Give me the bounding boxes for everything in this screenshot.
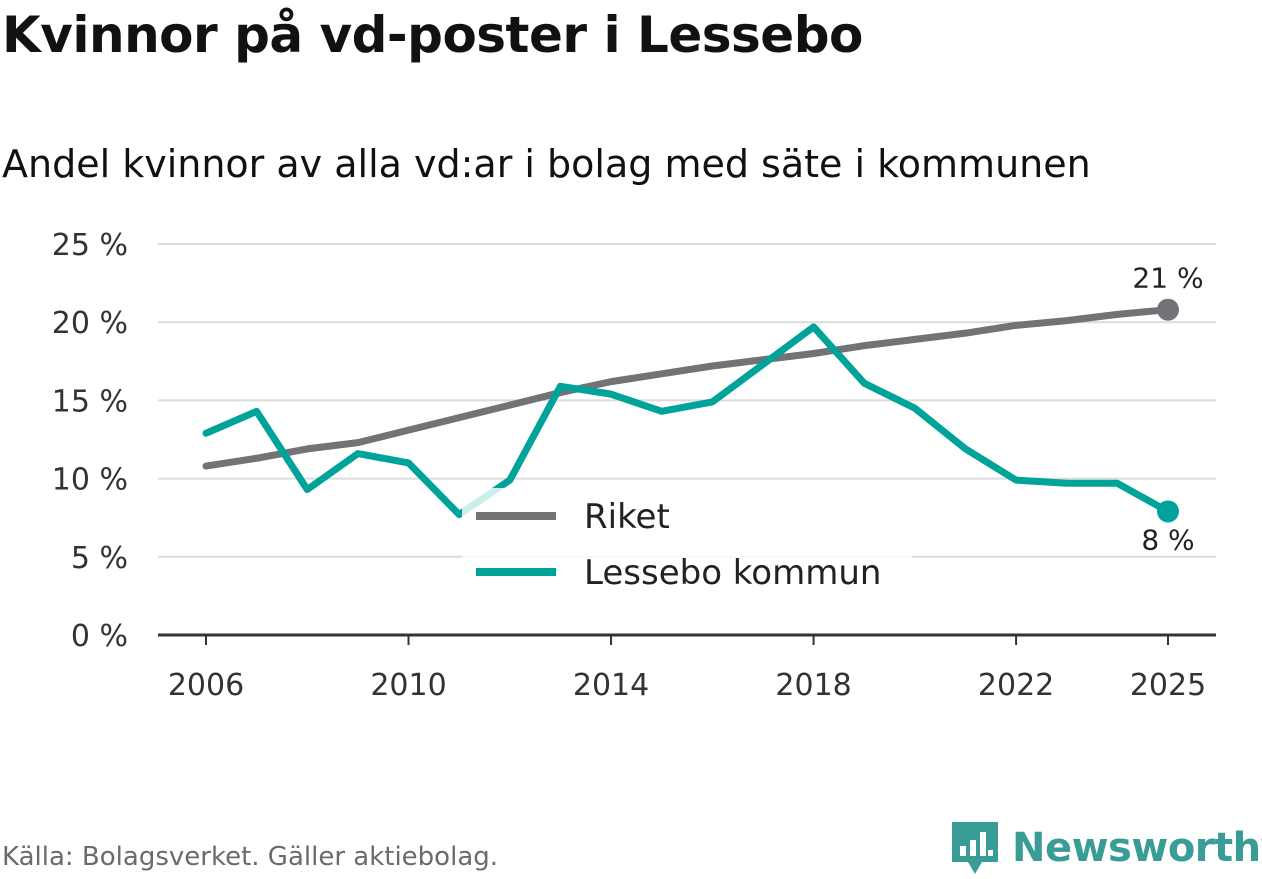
series-endpoint-0 (1157, 298, 1179, 321)
chart-subtitle: Andel kvinnor av alla vd:ar i bolag med … (2, 142, 1091, 186)
line-chart: 0 % 5 % 10 % 15 % 20 % 25 % 2006 2010 2014 2018 20… (52, 228, 1216, 703)
brand-name: Newsworthy (1012, 825, 1262, 871)
series-line-1 (202, 323, 1172, 519)
y-tick-label: 10 % (52, 463, 128, 498)
x-tick-label: 2006 (168, 668, 244, 703)
source-note: Källa: Bolagsverket. Gäller aktiebolag. (2, 842, 499, 872)
y-tick-label: 15 % (52, 384, 128, 419)
x-tick-label: 2018 (775, 668, 851, 703)
legend-layer: Riket Lessebo kommun (462, 488, 912, 608)
y-tick-label: 0 % (71, 619, 128, 654)
newsworthy-logo-icon (952, 822, 998, 874)
x-tick-label: 2022 (978, 668, 1054, 703)
legend-background (462, 488, 912, 608)
x-tick-label: 2025 (1130, 668, 1206, 703)
legend-label-0: Riket (584, 497, 670, 537)
series-endpoint-1 (1157, 500, 1179, 523)
y-tick-label: 25 % (52, 228, 128, 263)
series-line-0 (202, 306, 1172, 470)
axis-layer: 0 % 5 % 10 % 15 % 20 % 25 % 2006 2010 2014 2018 20… (52, 228, 1216, 703)
series-layer (202, 298, 1179, 523)
x-tick-label: 2010 (370, 668, 446, 703)
end-label-riket: 21 % (1132, 262, 1203, 295)
label-layer: 21 % 8 % (1132, 262, 1203, 557)
brand-logo: Newsworthy (950, 818, 1262, 878)
legend-label-1: Lessebo kommun (584, 553, 881, 593)
end-label-lessebo: 8 % (1141, 523, 1194, 556)
y-tick-label: 20 % (52, 306, 128, 341)
y-tick-label: 5 % (71, 541, 128, 576)
x-tick-label: 2014 (573, 668, 649, 703)
chart-title: Kvinnor på vd-poster i Lessebo (2, 6, 863, 64)
